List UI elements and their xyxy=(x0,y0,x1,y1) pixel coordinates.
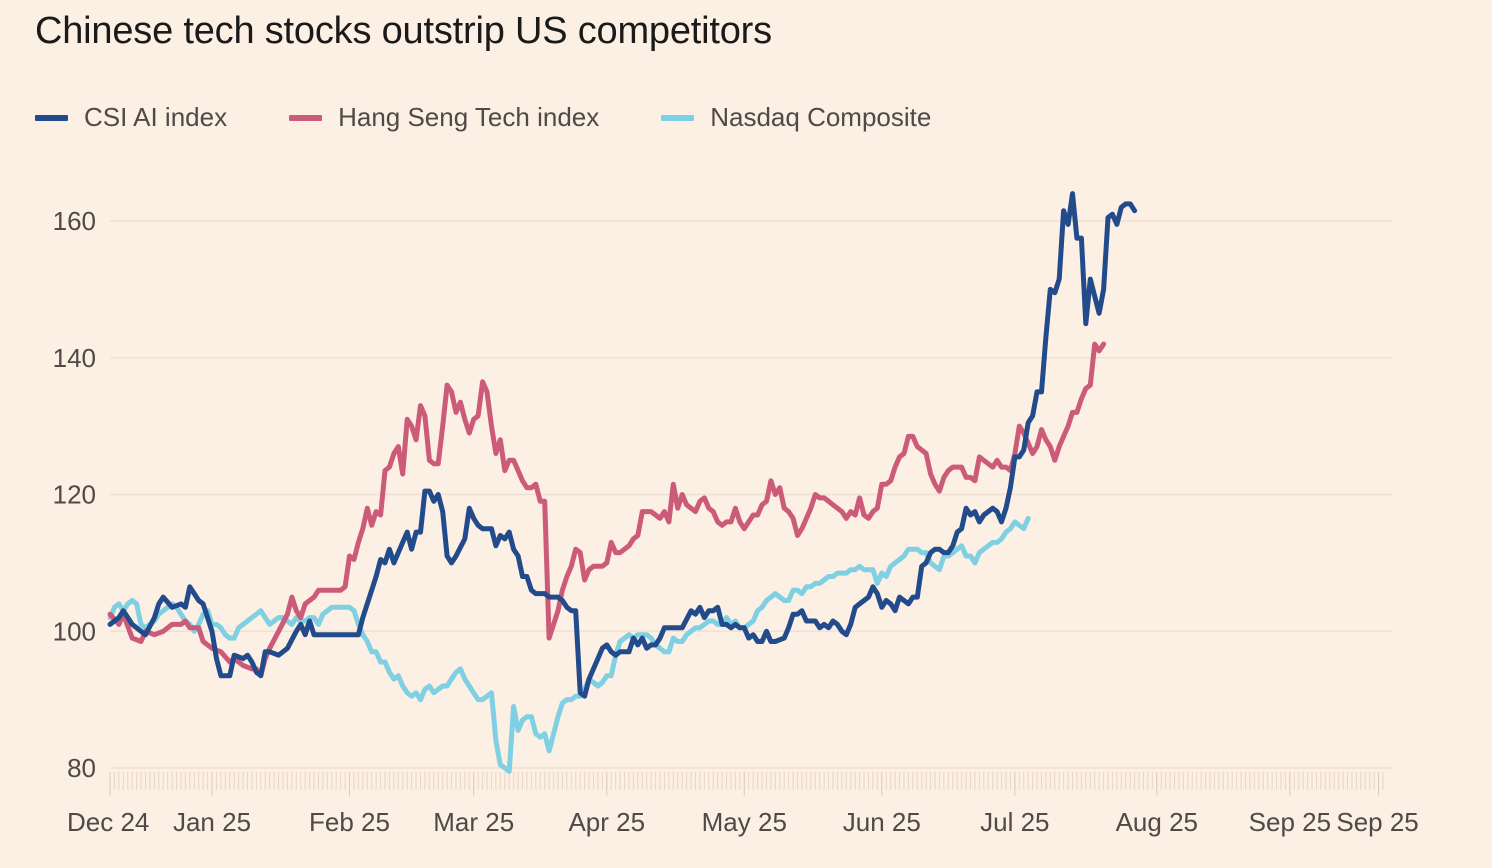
legend-label-hang-seng-tech: Hang Seng Tech index xyxy=(338,102,600,132)
legend: CSI AI index Hang Seng Tech index Nasdaq… xyxy=(35,102,993,133)
y-tick-label: 100 xyxy=(53,616,96,646)
series-line-csi-ai-index xyxy=(107,191,1138,699)
series-lines xyxy=(107,191,1138,774)
x-tick-label: Feb 25 xyxy=(309,807,390,837)
x-tick-label: Aug 25 xyxy=(1116,807,1198,837)
x-tick-label: Jul 25 xyxy=(980,807,1049,837)
series-line-nasdaq-composite xyxy=(107,515,1031,774)
x-tick-label: Dec 24 xyxy=(67,807,149,837)
legend-item-hang-seng-tech: Hang Seng Tech index xyxy=(289,102,599,133)
x-axis-labels: Dec 24 Jan 25 Feb 25 Mar 25 Apr 25 May 25 Jun … xyxy=(67,807,1419,837)
y-tick-label: 140 xyxy=(53,343,96,373)
x-tick-label: Jun 25 xyxy=(843,807,921,837)
legend-swatch-csi-ai xyxy=(35,114,68,121)
chart-title: Chinese tech stocks outstrip US competit… xyxy=(35,10,772,52)
x-tick-label: Sep 25 xyxy=(1249,807,1331,837)
x-tick-label: Sep 25 xyxy=(1336,807,1418,837)
legend-label-csi-ai: CSI AI index xyxy=(84,102,228,132)
y-tick-label: 160 xyxy=(53,206,96,236)
x-tick-label: Mar 25 xyxy=(433,807,514,837)
legend-label-nasdaq: Nasdaq Composite xyxy=(710,102,932,132)
x-axis-ticks xyxy=(109,772,1384,796)
x-tick-label: Jan 25 xyxy=(173,807,251,837)
series-line-hang-seng-tech-index xyxy=(107,341,1107,679)
y-tick-label: 80 xyxy=(67,753,96,783)
x-tick-label: May 25 xyxy=(702,807,787,837)
x-tick-label: Apr 25 xyxy=(568,807,645,837)
legend-item-csi-ai: CSI AI index xyxy=(35,102,227,133)
gridlines xyxy=(110,220,1392,769)
y-tick-label: 120 xyxy=(53,480,96,510)
legend-item-nasdaq: Nasdaq Composite xyxy=(661,102,931,133)
legend-swatch-nasdaq xyxy=(661,114,695,121)
y-axis-labels: 80 100 120 140 160 xyxy=(53,206,96,783)
legend-swatch-hang-seng-tech xyxy=(289,114,323,121)
